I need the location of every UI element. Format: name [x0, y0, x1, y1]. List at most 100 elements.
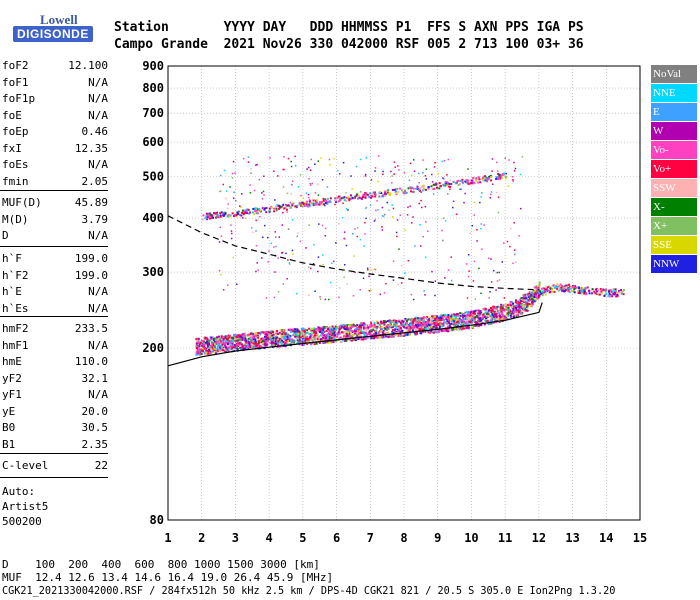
echo-point-f2-lower — [463, 327, 466, 330]
echo-point-f2-lower — [301, 329, 304, 332]
echo-point-f2-lower — [493, 313, 496, 316]
echo-point-f2-lower — [441, 317, 444, 320]
echo-point-scatter — [290, 165, 293, 168]
echo-point-second-hop — [490, 179, 493, 182]
echo-point-f2-lower — [243, 334, 246, 337]
echo-point-scatter — [480, 227, 482, 230]
echo-point-f2-lower — [369, 332, 372, 335]
echo-point-f2-lower — [332, 333, 335, 336]
echo-point-f2-lower — [435, 331, 438, 334]
echo-point-f2-lower — [413, 331, 416, 334]
echo-point-f2-lower — [452, 317, 455, 320]
echo-point-f2-lower — [270, 330, 273, 333]
echo-point-scatter — [232, 197, 235, 199]
echo-point-second-hop — [251, 211, 254, 214]
echo-point-f2-lower — [292, 330, 295, 333]
param-row-clevel: C-level 22 — [2, 459, 108, 473]
echo-point-f2-lower — [449, 323, 452, 326]
echo-point-f2-lower — [227, 340, 230, 343]
echo-point-f2-lower — [427, 321, 430, 324]
echo-point-f2-lower — [308, 327, 311, 330]
echo-point-f2-lower — [272, 344, 275, 347]
echo-point-x-trace — [568, 283, 571, 286]
echo-point-f2-lower — [228, 334, 231, 337]
param-value: 32.1 — [81, 371, 109, 385]
echo-point-f2-lower — [484, 308, 487, 311]
echo-point-f2-lower — [276, 338, 279, 341]
echo-point-scatter — [226, 284, 229, 286]
echo-point-second-hop — [222, 214, 225, 217]
echo-point-scatter — [341, 216, 344, 219]
echo-point-f2-lower — [448, 316, 451, 319]
echo-point-second-hop — [364, 192, 367, 195]
echo-point-f2-lower — [399, 334, 402, 337]
echo-point-f2-lower — [296, 339, 299, 342]
echo-point-f2-lower — [304, 340, 307, 343]
echo-point-f2-lower — [222, 336, 225, 339]
echo-point-second-hop — [334, 197, 337, 200]
echo-point-f2-lower — [312, 335, 315, 338]
echo-point-x-trace — [615, 294, 618, 297]
echo-point-scatter — [412, 216, 414, 218]
echo-point-scatter — [492, 269, 495, 272]
echo-point-second-hop — [207, 213, 210, 216]
echo-point-f2-lower — [255, 332, 258, 335]
echo-point-f2-lower — [332, 340, 335, 343]
echo-point-second-hop — [234, 212, 237, 215]
echo-point-f2-lower — [289, 335, 292, 338]
echo-point-scatter — [373, 268, 375, 271]
echo-point-scatter — [431, 270, 433, 273]
echo-point-f2-lower — [402, 333, 405, 336]
echo-point-second-hop — [249, 211, 252, 214]
x-tick-label: 7 — [367, 531, 374, 545]
echo-point-x-trace — [572, 290, 575, 293]
echo-point-scatter — [468, 270, 470, 272]
echo-point-scatter — [491, 183, 494, 185]
echo-point-f2-lower — [197, 337, 200, 340]
echo-point-scatter — [498, 271, 501, 274]
echo-point-f2-lower — [506, 317, 509, 320]
echo-point-f2-lower — [255, 340, 258, 343]
echo-point-f2-lower — [364, 336, 367, 339]
echo-point-scatter — [360, 191, 362, 193]
echo-point-f2-lower — [405, 325, 408, 328]
echo-point-f2-lower — [473, 316, 476, 319]
echo-point-f2-lower — [318, 326, 321, 329]
echo-point-scatter — [472, 280, 475, 282]
echo-point-f2-lower — [291, 338, 294, 341]
x-tick-label: 4 — [266, 531, 273, 545]
echo-point-f2-lower — [208, 342, 211, 345]
echo-point-f2-lower — [200, 349, 203, 352]
param-value: 233.5 — [74, 322, 108, 335]
echo-point-f2-lower — [223, 344, 226, 347]
echo-point-scatter — [490, 193, 492, 196]
echo-point-second-hop — [304, 201, 307, 204]
echo-point-scatter — [383, 292, 386, 294]
echo-point-f2-lower — [311, 331, 314, 334]
echo-point-second-hop — [284, 206, 287, 209]
echo-point-second-hop — [322, 199, 325, 202]
echo-point-f2-lower — [249, 341, 252, 344]
echo-point-f2-lower — [450, 315, 453, 318]
echo-point-f2-lower — [388, 319, 391, 322]
echo-point-scatter — [478, 267, 480, 270]
echo-point-f2-lower — [424, 321, 427, 324]
echo-point-f2-lower — [395, 319, 398, 322]
echo-point-f2-lower — [499, 318, 502, 321]
echo-point-f2-lower — [288, 342, 291, 345]
echo-point-scatter — [409, 205, 411, 207]
echo-point-f2-lower — [437, 320, 440, 323]
echo-point-f2-lower — [254, 345, 257, 348]
echo-point-f2-lower — [293, 332, 296, 335]
echo-point-scatter — [292, 253, 294, 255]
echo-point-scatter — [381, 215, 384, 217]
echo-point-f2-lower — [503, 308, 506, 311]
param-row-mufd: MUF(D) 45.89 — [2, 196, 108, 210]
echo-point-scatter — [344, 264, 346, 266]
echo-point-f2-lower — [408, 332, 411, 335]
echo-point-f2-lower — [359, 334, 362, 337]
echo-point-f2-lower — [231, 337, 234, 340]
echo-point-f2-lower — [473, 314, 476, 317]
echo-point-x-trace — [606, 295, 609, 298]
echo-point-f2-lower — [311, 339, 314, 342]
